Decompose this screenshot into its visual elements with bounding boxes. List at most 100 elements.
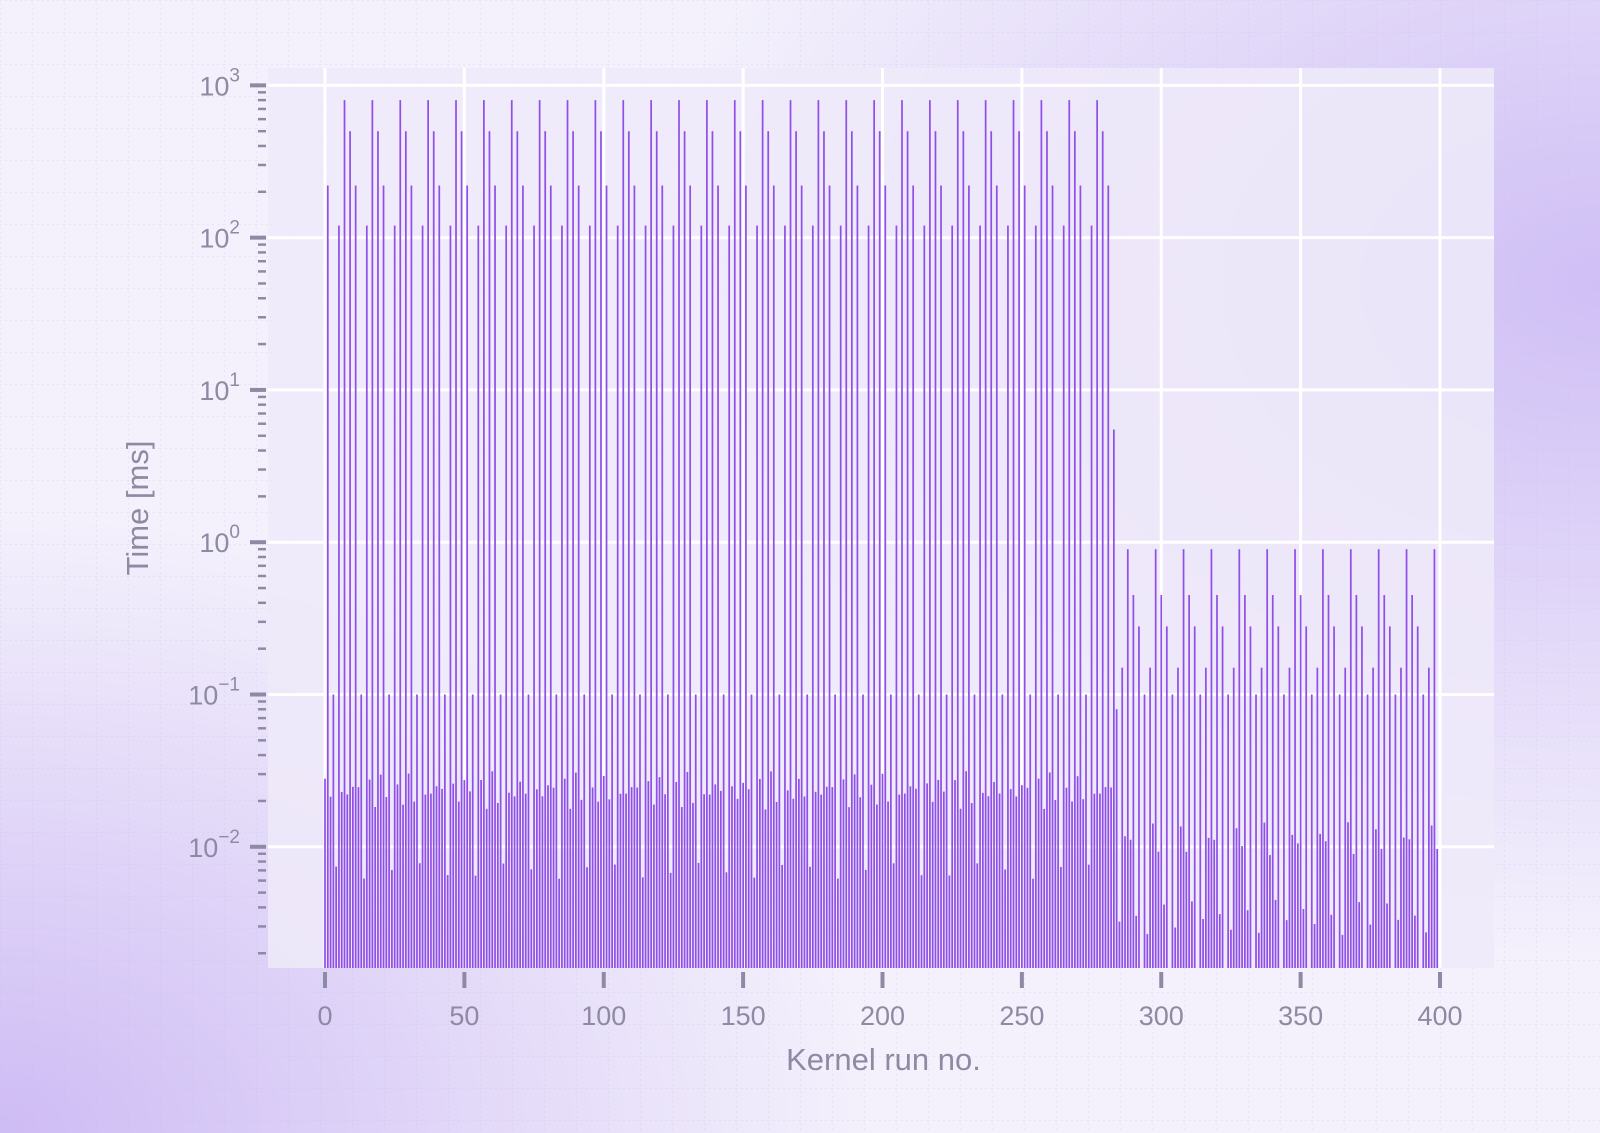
bar [404,131,407,968]
bar [1177,667,1179,968]
bar [1165,626,1168,968]
bar [346,794,349,968]
bar [371,100,374,969]
bar [789,100,792,969]
bar [533,225,535,968]
bar [622,100,625,969]
bar [600,131,602,968]
bar [432,131,435,968]
bar [873,100,875,969]
bar [583,694,586,968]
x-tick-label: 400 [1417,1001,1462,1031]
bar [544,131,547,968]
bar [792,798,795,968]
bar [842,779,845,968]
bar [1257,932,1260,968]
bar [1082,799,1085,968]
bar [1160,595,1163,968]
y-tick-label: 100 [199,522,240,558]
bar [1294,549,1296,968]
bar [1408,839,1411,968]
bar [1048,772,1051,968]
bar [658,777,661,968]
bar [421,225,424,968]
bar [717,185,719,969]
bar [784,225,786,968]
bar [820,794,823,968]
bar [569,808,572,968]
bar [1110,787,1112,968]
bar [984,100,987,969]
bar [552,787,555,968]
bar [441,788,443,968]
bar [614,864,616,968]
bar [494,185,496,969]
bar [1079,185,1082,969]
bar [1283,694,1285,968]
bar [1057,694,1059,968]
bar [338,225,340,968]
bar [360,694,363,968]
bar [781,864,784,968]
bar [834,694,836,968]
bar [1085,694,1087,968]
bar [1394,694,1397,968]
x-tick-label: 200 [860,1001,905,1031]
bar [1018,131,1020,968]
bar [714,784,717,968]
bar [1305,626,1308,968]
bar [795,131,797,968]
bar [906,131,909,968]
bar [828,185,831,969]
bar [1327,595,1330,968]
bar [1221,626,1224,968]
bar [859,797,862,968]
bar [1235,828,1238,968]
bar [566,100,569,969]
bar [1193,626,1196,968]
bar [388,694,390,968]
bar [1249,626,1252,968]
bar [435,786,438,968]
bar [391,870,393,968]
bar [1037,778,1040,968]
bar [951,225,954,968]
x-tick-label: 100 [581,1001,626,1031]
bar [1171,694,1174,968]
bar [848,807,850,968]
bar [711,131,714,968]
bar [937,779,940,968]
bar [756,225,758,968]
bar [491,771,494,968]
bar [887,801,889,968]
bar [770,771,772,968]
bar [817,100,820,969]
bar [324,778,326,968]
bar [976,863,979,968]
bar [522,185,524,969]
bar [1316,667,1319,968]
bar [1146,934,1149,968]
bar [343,100,346,969]
bar [968,185,970,969]
bar [1255,694,1257,968]
bar [647,781,650,968]
bar [700,225,703,968]
bar [1207,837,1210,968]
bar [608,799,611,968]
bar [474,875,477,968]
bar [962,131,965,968]
bar [352,786,354,968]
bar [340,792,343,968]
bar [697,862,700,968]
bar [407,773,410,968]
bar [396,784,399,968]
bar [809,866,811,968]
bar [909,786,912,968]
bar [357,787,360,968]
bar [363,878,365,968]
bar [1065,787,1068,968]
bar [1405,549,1408,968]
bar [1324,841,1327,968]
bar [1124,836,1126,968]
